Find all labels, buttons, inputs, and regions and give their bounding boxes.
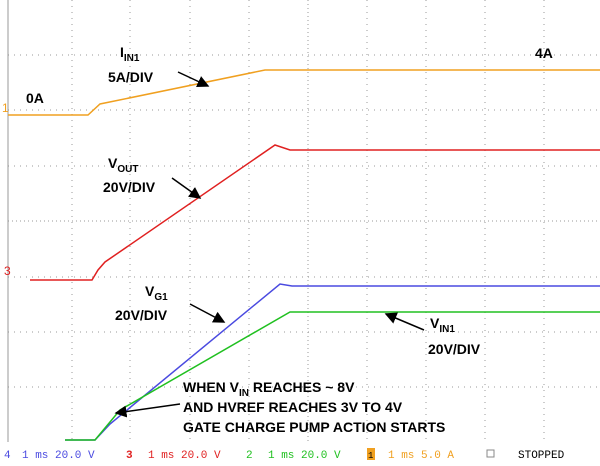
- ch4-num: 4: [4, 450, 11, 462]
- note-line: GATE CHARGE PUMP ACTION STARTS: [183, 419, 445, 435]
- arrow: [384, 312, 425, 331]
- arrow: [114, 403, 181, 418]
- level-low: 0A: [26, 90, 44, 106]
- iin1-label: IIN1: [120, 44, 140, 64]
- trace-iin1: [8, 69, 600, 116]
- ch4-setting: 1 ms 20.0 V: [22, 450, 95, 462]
- ch1-setting: 1 ms 5.0 A: [388, 450, 454, 462]
- ch1-badge: [367, 448, 375, 460]
- ch3-num: 3: [126, 450, 133, 462]
- vg1-label: VG1: [145, 283, 168, 303]
- vin1-scale: 20V/DIV: [428, 341, 481, 357]
- state-icon: [486, 449, 495, 458]
- ch3-marker: 3: [4, 264, 11, 278]
- ch3-setting: 1 ms 20.0 V: [148, 450, 221, 462]
- vin1-label: VIN1: [430, 315, 455, 335]
- note-line: AND HVREF REACHES 3V TO 4V: [183, 399, 403, 415]
- iin1-scale: 5A/DIV: [108, 69, 154, 85]
- vg1-scale: 20V/DIV: [115, 307, 168, 323]
- arrow: [171, 177, 202, 199]
- status-bar: 4 1 ms 20.0 V 3 1 ms 20.0 V 2 1 ms 20.0 …: [4, 448, 565, 462]
- vout-scale: 20V/DIV: [103, 179, 156, 195]
- arrow: [177, 71, 210, 87]
- ch2-num: 2: [246, 450, 253, 462]
- ch1-num: 1: [368, 451, 373, 461]
- arrow: [189, 303, 226, 323]
- trace-vout: [30, 144, 600, 281]
- ch1-marker: 1: [2, 101, 9, 115]
- level-high: 4A: [535, 45, 553, 61]
- graticule: [8, 0, 600, 442]
- ch2-setting: 1 ms 20.0 V: [268, 450, 341, 462]
- note-line: WHEN VIN REACHES ~ 8V: [183, 379, 355, 399]
- state: STOPPED: [518, 450, 565, 462]
- vout-label: VOUT: [108, 155, 138, 175]
